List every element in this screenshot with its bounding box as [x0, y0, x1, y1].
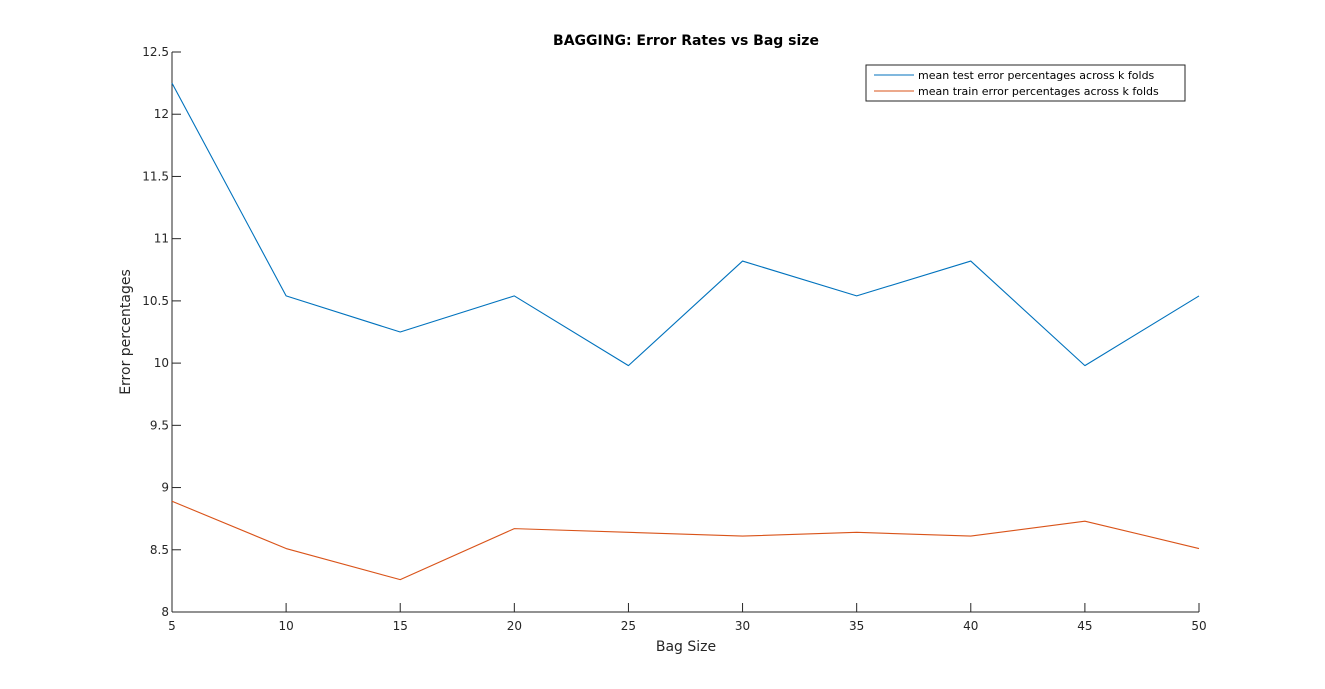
x-tick-label: 20 — [507, 619, 522, 633]
legend: mean test error percentages across k fol… — [865, 64, 1186, 102]
y-tick-label: 11 — [154, 232, 169, 246]
x-tick-label: 30 — [735, 619, 750, 633]
x-axis: 5 10 15 20 25 30 35 40 45 50 — [168, 603, 1207, 633]
y-tick-label: 9 — [161, 481, 169, 495]
x-tick-label: 5 — [168, 619, 176, 633]
y-tick-label: 10 — [154, 356, 169, 370]
series-line-train — [171, 500, 1200, 581]
y-axis-label: Error percentages — [118, 269, 134, 395]
legend-entry-train: mean train error percentages across k fo… — [918, 85, 1159, 98]
x-tick-label: 50 — [1191, 619, 1206, 633]
series-line-test — [171, 82, 1200, 367]
legend-entry-test: mean test error percentages across k fol… — [918, 69, 1155, 82]
chart-title: BAGGING: Error Rates vs Bag size — [553, 33, 819, 49]
y-tick-label: 12 — [154, 107, 169, 121]
x-tick-label: 35 — [849, 619, 864, 633]
x-tick-label: 45 — [1077, 619, 1092, 633]
x-tick-label: 25 — [621, 619, 636, 633]
y-tick-label: 8.5 — [150, 543, 169, 557]
x-tick-label: 40 — [963, 619, 978, 633]
y-tick-label: 9.5 — [150, 418, 169, 432]
x-tick-label: 15 — [393, 619, 408, 633]
x-axis-label: Bag Size — [656, 639, 716, 655]
y-tick-label: 10.5 — [142, 294, 169, 308]
x-tick-label: 10 — [278, 619, 293, 633]
y-tick-label: 11.5 — [142, 169, 169, 183]
legend-box — [865, 64, 1186, 102]
y-tick-label: 12.5 — [142, 45, 169, 59]
y-axis: 8 8.5 9 9.5 10 10.5 11 11.5 12 12.5 — [142, 45, 181, 619]
y-tick-label: 8 — [161, 605, 169, 619]
series-layer — [171, 82, 1200, 581]
